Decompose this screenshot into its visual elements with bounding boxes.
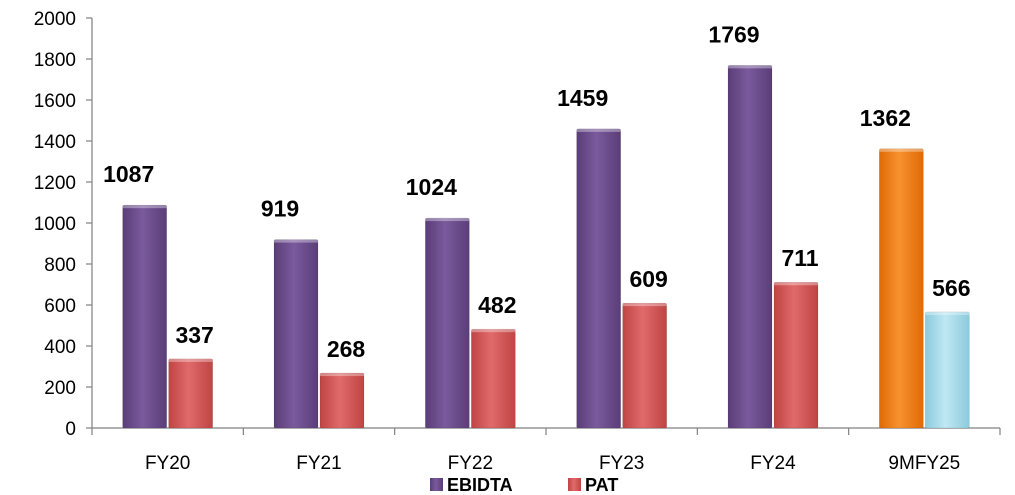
bar-pat-fy20 (168, 358, 213, 429)
x-category-label: FY22 (448, 453, 493, 474)
data-label-pat-fy24: 711 (781, 245, 818, 271)
bar-highlight (879, 148, 924, 152)
data-label-ebidta-fy20: 1087 (103, 161, 154, 187)
legend-label-pat: PAT (585, 475, 618, 495)
data-label-ebidta-fy24: 1769 (708, 21, 759, 47)
bar-highlight (425, 218, 470, 222)
y-tick-label: 1600 (34, 91, 76, 112)
bar-ebidta-fy23 (576, 128, 621, 429)
data-label-ebidta-fy23: 1459 (557, 85, 608, 111)
bar-highlight (774, 282, 818, 286)
data-label-pat-9mfy25: 566 (932, 275, 970, 301)
y-tick-label: 1800 (34, 50, 76, 71)
bar-ebidta-9mfy25 (879, 148, 924, 429)
bar-pat-fy21 (319, 372, 365, 429)
chart-bars (122, 65, 970, 429)
bar-ebidta-fy24 (727, 65, 773, 429)
data-label-ebidta-fy22: 1024 (406, 174, 457, 200)
bar-ebidta-fy21 (273, 239, 319, 429)
x-category-label: FY20 (145, 453, 190, 474)
bar-highlight (320, 373, 364, 377)
y-tick-label: 1400 (34, 132, 76, 153)
chart-axes: 0 200 400 600 800 1000 1200 1400 1600 1800 2000 FY2… (34, 9, 1001, 474)
bar-highlight (925, 311, 970, 315)
data-label-pat-fy23: 609 (629, 266, 667, 292)
x-category-label: 9MFY25 (888, 453, 960, 474)
bar-ebidta-fy20 (122, 204, 167, 429)
y-tick-label: 1000 (34, 214, 76, 235)
y-tick-label: 600 (44, 296, 76, 317)
bar-highlight (168, 358, 213, 362)
bar-highlight (728, 65, 772, 69)
bar-pat-9mfy25 (925, 311, 970, 429)
data-label-pat-fy22: 482 (478, 292, 516, 318)
bar-highlight (622, 303, 667, 307)
bar-ebidta-fy22 (425, 217, 470, 429)
y-tick-label: 2000 (34, 9, 76, 30)
legend-swatch-pat (568, 478, 581, 491)
y-tick-label: 400 (44, 337, 76, 358)
data-label-pat-fy20: 337 (175, 322, 213, 348)
x-category-label: FY23 (599, 453, 644, 474)
bar-highlight (274, 239, 318, 243)
data-label-ebidta-fy21: 919 (261, 196, 299, 222)
legend-label-ebidta: EBIDTA (447, 475, 513, 495)
chart-legend: EBIDTA PAT (430, 475, 618, 495)
x-category-label: FY24 (750, 453, 796, 474)
data-label-ebidta-9mfy25: 1362 (860, 105, 911, 131)
y-tick-label: 200 (44, 378, 76, 399)
bar-pat-fy24 (773, 281, 819, 429)
y-tick-label: 0 (65, 419, 76, 440)
y-tick-label: 1200 (34, 173, 76, 194)
bar-highlight (122, 205, 167, 209)
bar-pat-fy23 (622, 302, 667, 429)
bar-pat-fy22 (471, 328, 516, 429)
legend-swatch-ebidta (430, 478, 443, 491)
chart-data-labels: 1087 337 919 268 1024 482 1459 609 1769 711 1362 56… (103, 21, 970, 362)
data-label-pat-fy21: 268 (327, 336, 366, 362)
y-tick-label: 800 (44, 255, 76, 276)
x-category-label: FY21 (296, 453, 341, 474)
bar-highlight (471, 329, 516, 333)
bar-highlight (576, 128, 621, 132)
